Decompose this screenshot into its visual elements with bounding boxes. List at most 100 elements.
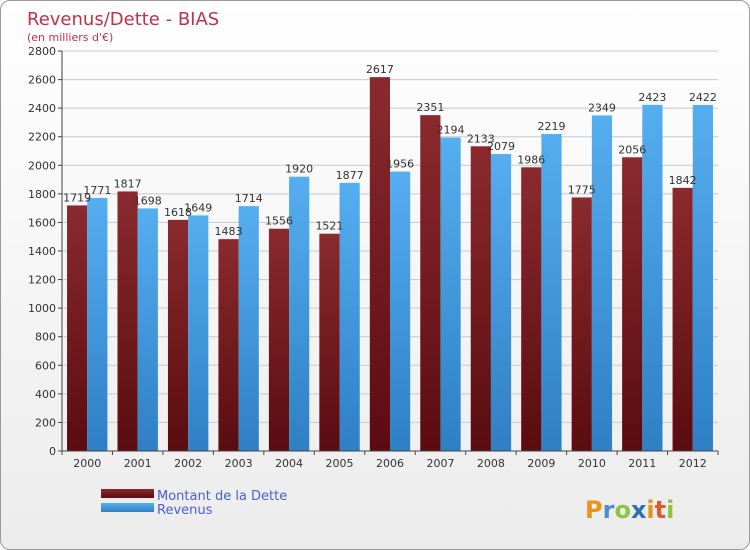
y-tick-label: 2200 [28, 131, 56, 144]
value-label-revenus-2010: 2349 [588, 101, 616, 114]
y-tick-label: 0 [49, 445, 56, 458]
logo-letter: P [585, 496, 603, 524]
value-label-debt-2004: 1556 [265, 215, 293, 228]
y-tick-label: 1400 [28, 245, 56, 258]
value-label-debt-2010: 1775 [568, 183, 596, 196]
y-axis-ticks: 0 200 400 600 800 1000 1200 1400 1600 1800 2000 220… [28, 45, 62, 458]
y-tick-label: 2000 [28, 159, 56, 172]
bar-debt-2000 [67, 205, 88, 451]
x-tick-label: 2010 [578, 457, 606, 470]
chart-subtitle: (en milliers d'€) [27, 31, 113, 44]
value-label-debt-2012: 1842 [669, 174, 697, 187]
value-label-debt-2008: 2133 [467, 132, 495, 145]
logo-letter: t [655, 496, 666, 524]
legend-swatch-revenus [101, 503, 154, 512]
value-label-debt-2006: 2617 [366, 63, 394, 76]
value-label-debt-2001: 1817 [114, 177, 142, 190]
y-tick-label: 600 [35, 359, 56, 372]
value-label-revenus-2000: 1771 [83, 184, 111, 197]
bar-revenus-2010 [591, 115, 613, 451]
bar-revenus-2003 [238, 206, 259, 451]
y-tick-label: 2400 [28, 102, 56, 115]
x-tick-label: 2012 [679, 457, 707, 470]
logo-letter: i [646, 496, 654, 524]
legend: Montant de la Dette Revenus [101, 489, 287, 518]
logo-letter: i [666, 496, 674, 524]
chart-title: Revenus/Dette - BIAS [27, 9, 219, 30]
proxiti-logo: Proxiti [585, 496, 674, 524]
bar-debt-2006 [369, 77, 390, 452]
y-tick-label: 400 [35, 388, 56, 401]
bar-debt-2004 [268, 228, 290, 451]
bar-revenus-2012 [692, 105, 713, 451]
y-tick-label: 1800 [28, 188, 56, 201]
x-tick-label: 2004 [275, 457, 303, 470]
bar-revenus-2006 [390, 171, 411, 452]
bar-debt-2002 [167, 219, 189, 451]
bar-revenus-2008 [490, 154, 512, 451]
bars [67, 77, 713, 452]
bar-debt-2012 [672, 187, 693, 451]
legend-label-revenus: Revenus [157, 503, 213, 518]
bar-debt-2005 [319, 233, 340, 451]
value-label-revenus-2008: 2079 [487, 140, 515, 153]
bar-debt-2011 [622, 157, 643, 452]
x-tick-label: 2006 [376, 457, 404, 470]
value-label-debt-2000: 1719 [63, 191, 91, 204]
bar-debt-2008 [470, 146, 491, 452]
value-label-debt-2005: 1521 [315, 220, 343, 233]
value-label-revenus-2001: 1698 [134, 194, 162, 207]
y-tick-label: 2800 [28, 45, 56, 58]
bar-debt-2001 [117, 191, 138, 451]
bar-revenus-2002 [188, 215, 209, 451]
bar-revenus-2009 [541, 134, 562, 451]
x-tick-label: 2005 [326, 457, 354, 470]
y-tick-label: 1200 [28, 274, 56, 287]
value-label-revenus-2005: 1877 [336, 169, 364, 182]
value-label-revenus-2002: 1649 [184, 201, 212, 214]
logo-letter: r [603, 496, 615, 524]
x-axis-ticks: 2000 2001 2002 2003 2004 2005 2006 2007 2008 2009… [61, 451, 719, 470]
x-tick-label: 2009 [527, 457, 555, 470]
y-tick-label: 800 [35, 331, 56, 344]
value-label-revenus-2004: 1920 [285, 163, 313, 176]
value-label-debt-2002: 1618 [164, 206, 192, 219]
value-label-debt-2011: 2056 [618, 143, 646, 156]
bar-debt-2010 [571, 197, 592, 451]
value-label-revenus-2007: 2194 [437, 124, 465, 137]
bar-revenus-2004 [289, 176, 310, 451]
bar-revenus-2005 [339, 182, 360, 451]
x-tick-label: 2008 [477, 457, 505, 470]
logo-letter: o [614, 496, 631, 524]
bar-revenus-2011 [642, 104, 663, 451]
y-tick-label: 1600 [28, 216, 56, 229]
value-label-revenus-2003: 1714 [235, 192, 263, 205]
bar-revenus-2001 [137, 208, 158, 451]
value-label-debt-2007: 2351 [416, 101, 444, 114]
x-tick-label: 2007 [426, 457, 454, 470]
logo-letter: x [631, 496, 647, 524]
y-tick-label: 1000 [28, 302, 56, 315]
value-label-revenus-2011: 2423 [638, 91, 666, 104]
legend-label-debt: Montant de la Dette [157, 489, 287, 504]
x-tick-label: 2003 [225, 457, 253, 470]
value-label-debt-2009: 1986 [517, 153, 545, 166]
value-label-revenus-2006: 1956 [386, 158, 414, 171]
bar-debt-2003 [218, 239, 239, 451]
legend-swatch-debt [101, 489, 154, 498]
value-label-debt-2003: 1483 [215, 225, 243, 238]
bar-debt-2007 [420, 115, 441, 452]
y-tick-label: 200 [35, 416, 56, 429]
x-tick-label: 2002 [174, 457, 202, 470]
x-tick-label: 2000 [73, 457, 101, 470]
value-label-revenus-2009: 2219 [537, 120, 565, 133]
x-tick-label: 2001 [124, 457, 152, 470]
x-tick-label: 2011 [628, 457, 656, 470]
bar-revenus-2000 [87, 198, 108, 451]
y-tick-label: 2600 [28, 74, 56, 87]
bar-revenus-2007 [440, 137, 461, 452]
bar-debt-2009 [521, 167, 542, 452]
